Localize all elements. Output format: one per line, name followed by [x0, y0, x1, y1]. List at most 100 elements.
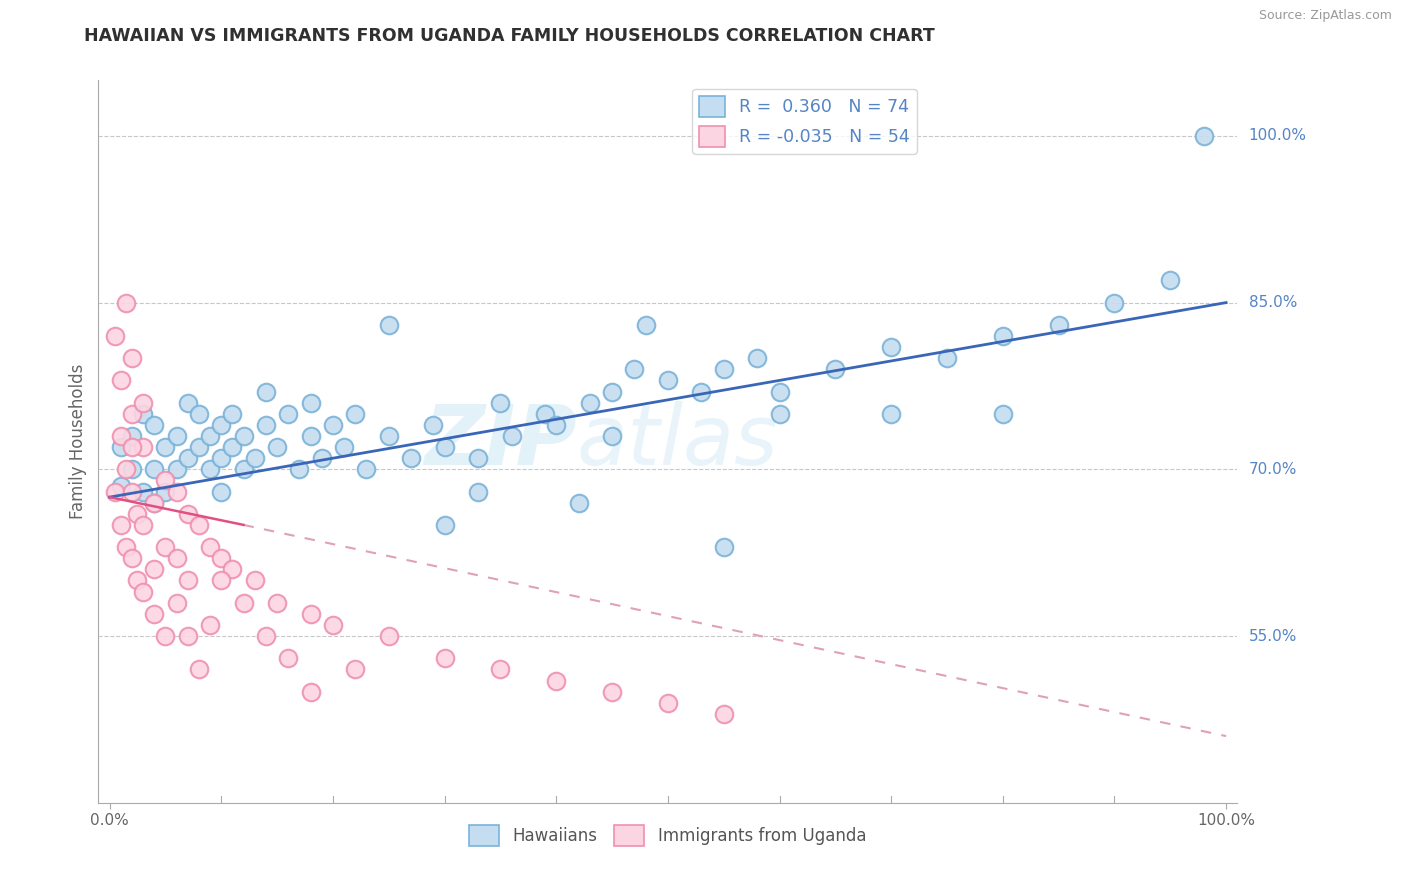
- Point: [143, 496, 166, 510]
- Point: [121, 551, 143, 566]
- Point: [747, 351, 769, 366]
- Point: [1159, 273, 1181, 287]
- Point: [166, 484, 188, 499]
- Point: [198, 429, 221, 443]
- Text: 100.0%: 100.0%: [1249, 128, 1306, 144]
- Point: [209, 574, 232, 588]
- Point: [177, 574, 200, 588]
- Point: [1104, 295, 1126, 310]
- Point: [243, 574, 266, 588]
- Point: [132, 484, 155, 499]
- Point: [600, 684, 623, 698]
- Point: [155, 440, 177, 454]
- Point: [121, 440, 143, 454]
- Point: [600, 384, 623, 399]
- Point: [356, 462, 378, 476]
- Point: [110, 440, 132, 454]
- Point: [299, 429, 322, 443]
- Point: [322, 417, 344, 432]
- Point: [433, 651, 456, 665]
- Point: [110, 517, 132, 532]
- Point: [657, 696, 679, 710]
- Point: [299, 607, 322, 621]
- Text: HAWAIIAN VS IMMIGRANTS FROM UGANDA FAMILY HOUSEHOLDS CORRELATION CHART: HAWAIIAN VS IMMIGRANTS FROM UGANDA FAMIL…: [84, 27, 935, 45]
- Point: [132, 407, 155, 421]
- Point: [333, 440, 356, 454]
- Point: [299, 395, 322, 409]
- Point: [127, 574, 149, 588]
- Point: [121, 484, 143, 499]
- Point: [198, 462, 221, 476]
- Point: [177, 395, 200, 409]
- Point: [155, 474, 177, 488]
- Point: [143, 607, 166, 621]
- Point: [166, 596, 188, 610]
- Text: 85.0%: 85.0%: [1249, 295, 1298, 310]
- Point: [187, 517, 209, 532]
- Point: [567, 496, 589, 510]
- Text: Source: ZipAtlas.com: Source: ZipAtlas.com: [1258, 9, 1392, 22]
- Point: [277, 651, 299, 665]
- Point: [1192, 128, 1215, 143]
- Point: [104, 329, 127, 343]
- Point: [657, 373, 679, 387]
- Point: [399, 451, 422, 466]
- Point: [115, 540, 138, 554]
- Point: [266, 440, 288, 454]
- Point: [299, 684, 322, 698]
- Point: [166, 462, 188, 476]
- Point: [546, 673, 568, 688]
- Point: [198, 540, 221, 554]
- Point: [143, 462, 166, 476]
- Point: [209, 417, 232, 432]
- Point: [277, 407, 299, 421]
- Point: [713, 362, 735, 376]
- Point: [600, 429, 623, 443]
- Point: [377, 318, 399, 332]
- Point: [187, 662, 209, 676]
- Point: [143, 417, 166, 432]
- Point: [322, 618, 344, 632]
- Point: [221, 407, 243, 421]
- Point: [115, 462, 138, 476]
- Point: [177, 451, 200, 466]
- Point: [690, 384, 713, 399]
- Legend: Hawaiians, Immigrants from Uganda: Hawaiians, Immigrants from Uganda: [463, 819, 873, 852]
- Point: [936, 351, 959, 366]
- Point: [143, 562, 166, 576]
- Point: [115, 295, 138, 310]
- Point: [880, 407, 903, 421]
- Point: [232, 429, 254, 443]
- Point: [254, 417, 277, 432]
- Point: [824, 362, 846, 376]
- Point: [433, 517, 456, 532]
- Point: [155, 484, 177, 499]
- Point: [132, 440, 155, 454]
- Point: [467, 484, 489, 499]
- Y-axis label: Family Households: Family Households: [69, 364, 87, 519]
- Point: [768, 384, 790, 399]
- Point: [143, 496, 166, 510]
- Point: [155, 629, 177, 643]
- Point: [713, 540, 735, 554]
- Point: [377, 429, 399, 443]
- Point: [254, 629, 277, 643]
- Point: [534, 407, 557, 421]
- Point: [311, 451, 333, 466]
- Point: [634, 318, 657, 332]
- Point: [489, 662, 512, 676]
- Point: [209, 451, 232, 466]
- Point: [166, 551, 188, 566]
- Point: [166, 429, 188, 443]
- Point: [104, 484, 127, 499]
- Point: [132, 395, 155, 409]
- Point: [578, 395, 600, 409]
- Point: [713, 706, 735, 721]
- Point: [132, 584, 155, 599]
- Point: [880, 340, 903, 354]
- Point: [254, 384, 277, 399]
- Point: [991, 407, 1014, 421]
- Point: [623, 362, 645, 376]
- Point: [121, 462, 143, 476]
- Point: [232, 596, 254, 610]
